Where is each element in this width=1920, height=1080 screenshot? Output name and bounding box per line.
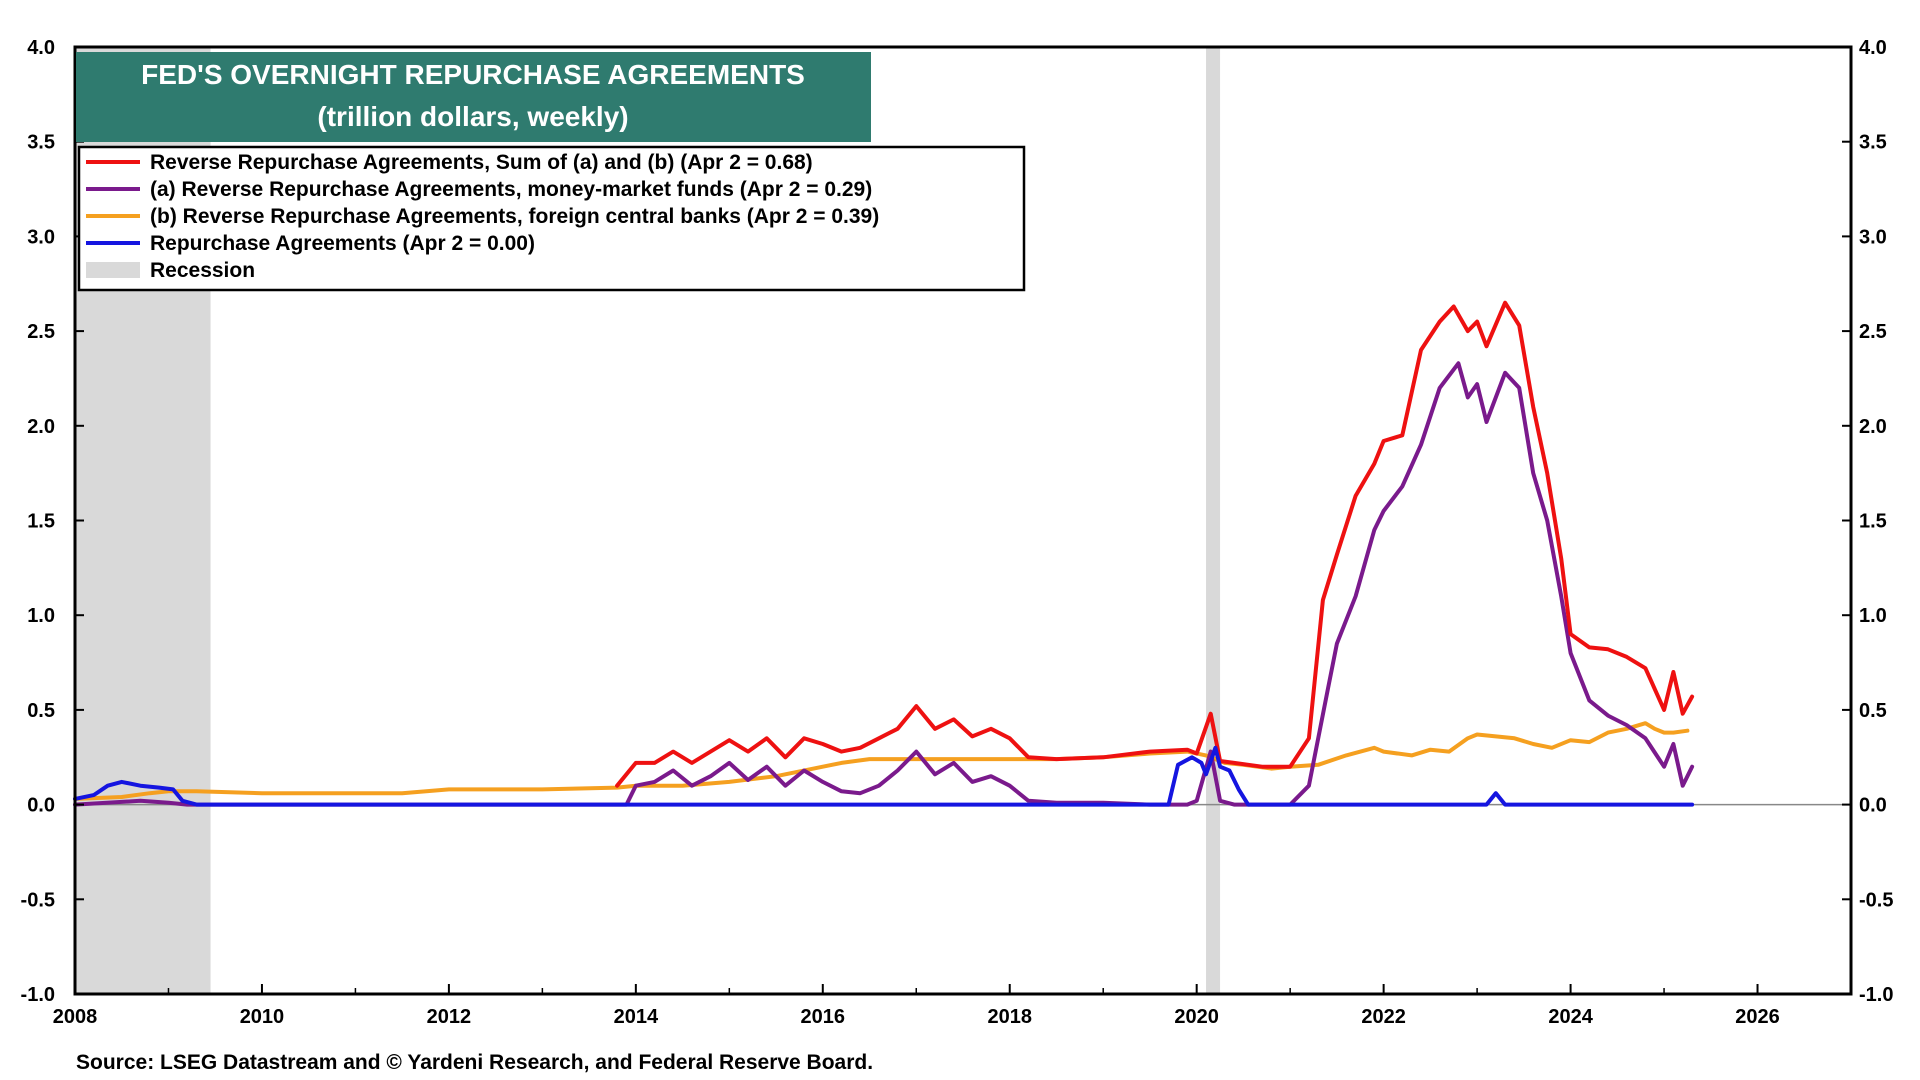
source-note: Source: LSEG Datastream and © Yardeni Re… [76, 1051, 873, 1074]
series-line-2 [615, 300, 1695, 788]
x-tick-label: 2026 [1735, 1006, 1780, 1028]
y-tick-label-right: 1.0 [1859, 605, 1887, 627]
y-tick-label-right: 0.0 [1859, 795, 1887, 817]
y-tick-label-right: 3.5 [1859, 132, 1887, 154]
y-tick-label-left: 2.5 [27, 321, 55, 343]
y-tick-label-left: -0.5 [21, 889, 55, 911]
y-tick-label-left: -1.0 [21, 984, 55, 1006]
legend-swatch-recession [86, 262, 140, 278]
y-tick-label-left: 3.5 [27, 132, 55, 154]
chart-title: FED'S OVERNIGHT REPURCHASE AGREEMENTS [141, 59, 805, 90]
recession-band-1 [1206, 47, 1221, 994]
legend-label-1: (a) Reverse Repurchase Agreements, money… [150, 178, 872, 201]
x-tick-label: 2012 [427, 1006, 472, 1028]
y-tick-label-right: -0.5 [1859, 889, 1893, 911]
x-tick-label: 2024 [1548, 1006, 1593, 1028]
y-tick-label-right: 3.0 [1859, 226, 1887, 248]
y-tick-label-right: -1.0 [1859, 984, 1893, 1006]
legend-label-3: Repurchase Agreements (Apr 2 = 0.00) [150, 232, 535, 255]
legend-label-4: Recession [150, 259, 255, 282]
x-tick-label: 2016 [801, 1006, 846, 1028]
y-tick-label-left: 0.0 [27, 795, 55, 817]
x-tick-label: 2014 [614, 1006, 659, 1028]
chart-subtitle: (trillion dollars, weekly) [317, 101, 628, 132]
y-tick-label-left: 1.5 [27, 511, 55, 533]
y-tick-label-right: 1.5 [1859, 511, 1887, 533]
series-line-3 [73, 745, 1695, 807]
x-tick-label: 2008 [53, 1006, 98, 1028]
title-box: FED'S OVERNIGHT REPURCHASE AGREEMENTS (t… [76, 52, 871, 142]
y-tick-label-left: 0.5 [27, 700, 55, 722]
series-line-0 [73, 721, 1690, 801]
y-tick-label-left: 3.0 [27, 226, 55, 248]
legend-label-0: Reverse Repurchase Agreements, Sum of (a… [150, 151, 813, 174]
x-axis: 2008 2010 2012 2014 2016 2018 2020 2022 2024 2026 [53, 984, 1780, 1028]
series-layer [73, 300, 1695, 807]
y-axis: -1.0 -1.0 -0.5 -0.5 0.0 0.0 0.5 0.5 1.0 1.0 1.5 1.5… [21, 37, 1894, 1006]
series-line-1 [73, 361, 1695, 807]
y-tick-label-right: 0.5 [1859, 700, 1887, 722]
y-tick-label-left: 1.0 [27, 605, 55, 627]
y-tick-label-right: 2.0 [1859, 416, 1887, 438]
legend: Reverse Repurchase Agreements, Sum of (a… [77, 145, 1026, 292]
x-tick-label: 2010 [240, 1006, 285, 1028]
x-tick-label: 2018 [987, 1006, 1032, 1028]
y-tick-label-left: 4.0 [27, 37, 55, 59]
y-tick-label-right: 4.0 [1859, 37, 1887, 59]
x-tick-label: 2020 [1174, 1006, 1219, 1028]
y-tick-label-left: 2.0 [27, 416, 55, 438]
x-tick-label: 2022 [1361, 1006, 1406, 1028]
y-tick-label-right: 2.5 [1859, 321, 1887, 343]
legend-label-2: (b) Reverse Repurchase Agreements, forei… [150, 205, 879, 228]
